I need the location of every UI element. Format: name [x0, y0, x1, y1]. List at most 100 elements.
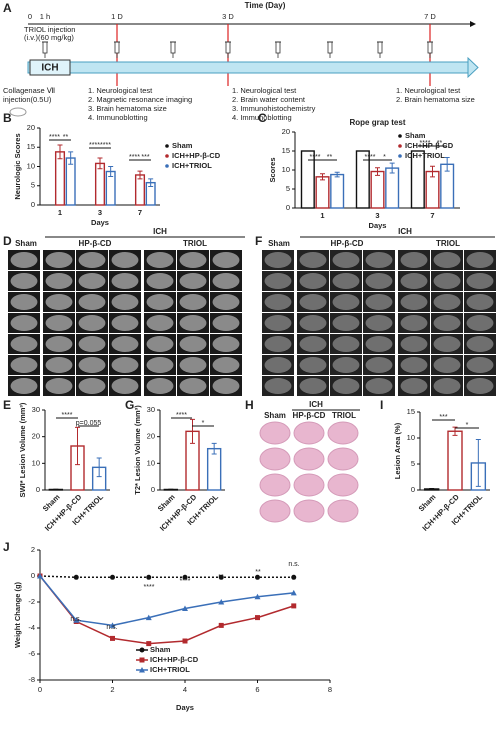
y-axis-label: Lesion Area (%)	[393, 422, 402, 479]
bar	[447, 430, 463, 491]
injection-text: (i.v.)(60 mg/kg)	[24, 33, 74, 42]
legend-marker	[165, 164, 169, 168]
group-header: ICH	[398, 227, 412, 236]
mri-image	[179, 315, 207, 331]
mri-image	[212, 294, 240, 310]
legend-label: Sham	[172, 141, 193, 150]
mri-image	[78, 357, 106, 373]
histology-image	[327, 447, 359, 471]
sig-label: ****	[129, 154, 140, 161]
mri-image	[400, 336, 428, 352]
time-tick: 1 D	[111, 12, 123, 21]
sig-label: ****	[420, 140, 431, 147]
mri-image	[332, 378, 360, 394]
y-axis-label: Neurologic Scores	[13, 133, 22, 199]
y-tick-label: 20	[147, 432, 155, 441]
mri-image	[332, 273, 360, 289]
x-tick-label: 7	[138, 208, 142, 217]
point	[182, 574, 188, 580]
point	[73, 574, 79, 580]
mri-image	[433, 252, 461, 268]
sig-label: ****	[89, 142, 100, 149]
mri-image	[146, 294, 174, 310]
syringe	[170, 41, 176, 54]
test-item: 2. Magnetic resonance imaging	[88, 95, 192, 104]
histology-image	[293, 447, 325, 471]
time-tick: 0	[28, 12, 32, 21]
chart-title: Rope grap test	[349, 118, 405, 127]
y-tick-label: 10	[147, 458, 155, 467]
mri-image	[111, 357, 139, 373]
histology-image	[327, 499, 359, 523]
error-bar	[137, 170, 143, 180]
line	[39, 575, 294, 627]
y-tick-label: 0	[151, 485, 155, 494]
bar	[65, 157, 76, 206]
mri-image	[299, 378, 327, 394]
y-tick-label: -4	[28, 623, 35, 632]
point	[37, 573, 43, 579]
error-bar	[97, 157, 103, 170]
x-tick-label: Sham	[417, 492, 438, 513]
y-tick-label: -8	[28, 675, 35, 684]
y-axis-label: T2* Lesion Volume (mm³)	[133, 405, 142, 495]
point	[255, 574, 260, 580]
column-header: HP-β-CD	[331, 239, 364, 248]
mri-image	[299, 315, 327, 331]
mri-image	[45, 378, 73, 394]
mri-image	[400, 294, 428, 310]
histology-image	[259, 499, 291, 523]
mouse-icon	[9, 107, 27, 117]
mri-image	[299, 357, 327, 373]
sig-label: ****	[49, 134, 60, 141]
time-tick: 1 h	[40, 12, 50, 21]
mri-image	[400, 315, 428, 331]
error-bar	[96, 457, 102, 478]
sig-label: **	[437, 140, 443, 147]
y-tick-label: 15	[27, 142, 35, 151]
mri-image	[146, 273, 174, 289]
y-tick-label: 10	[407, 433, 415, 442]
mri-image	[146, 252, 174, 268]
mri-image	[332, 294, 360, 310]
x-tick-label: 3	[375, 211, 379, 220]
syringe	[42, 41, 48, 54]
x-tick-label: 6	[255, 685, 259, 694]
mri-image	[111, 315, 139, 331]
error-bar	[211, 442, 217, 455]
mri-image	[365, 315, 393, 331]
sig-label: ****	[180, 578, 191, 585]
mri-image	[45, 294, 73, 310]
x-tick-label: 4	[183, 685, 187, 694]
sig-label: n.s.	[106, 624, 117, 631]
syringe	[275, 41, 281, 54]
x-tick-label: 0	[38, 685, 42, 694]
panel-label: H	[245, 398, 254, 412]
y-axis-label: Weight Change (g)	[13, 581, 22, 648]
error-bar	[375, 167, 380, 176]
bar	[385, 167, 400, 209]
x-tick-label: 1	[320, 211, 324, 220]
x-axis-label: Days	[369, 221, 387, 230]
y-tick-label: 0	[31, 200, 35, 209]
sig-label: *	[202, 420, 205, 427]
mri-image	[264, 336, 292, 352]
x-axis-label: Days	[176, 703, 194, 712]
sig-label: **	[255, 569, 261, 576]
mri-image	[146, 315, 174, 331]
legend-label: Sham	[150, 645, 171, 654]
column-header: HP-β-CD	[293, 411, 326, 420]
error-bar	[68, 151, 74, 165]
y-tick-label: 0	[31, 571, 35, 580]
y-tick-label: 30	[147, 405, 155, 414]
point	[139, 647, 145, 653]
bar	[330, 173, 345, 209]
legend-marker	[398, 154, 402, 158]
error-bar	[75, 426, 80, 466]
histology-image	[327, 421, 359, 445]
mri-image	[299, 336, 327, 352]
mri-image	[299, 294, 327, 310]
point	[139, 657, 145, 663]
x-tick-label: 2	[110, 685, 114, 694]
mri-image	[179, 273, 207, 289]
